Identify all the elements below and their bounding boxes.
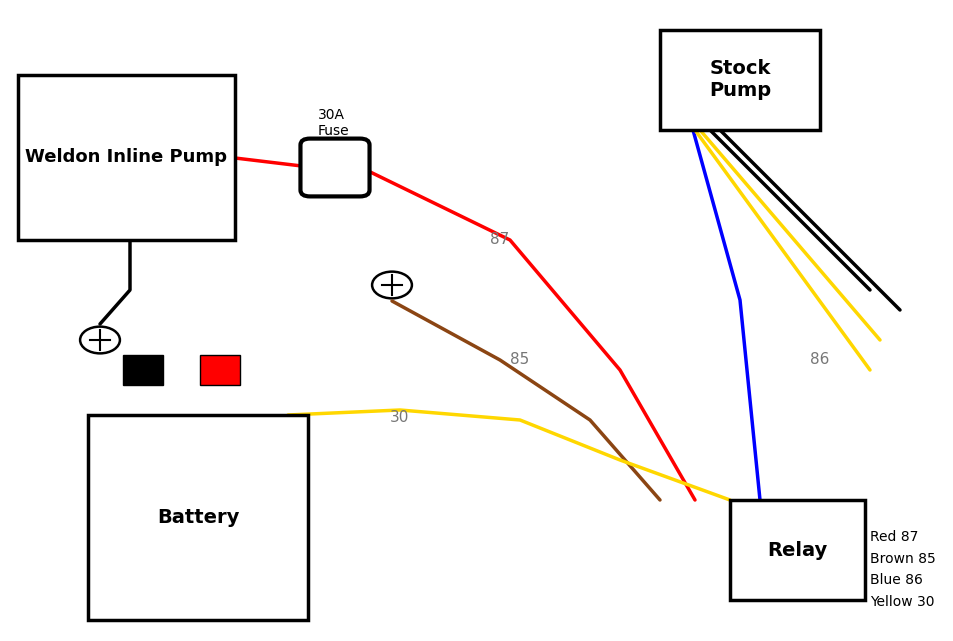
FancyBboxPatch shape xyxy=(200,355,240,385)
FancyBboxPatch shape xyxy=(88,415,308,620)
Text: Stock
Pump: Stock Pump xyxy=(708,60,770,101)
FancyBboxPatch shape xyxy=(300,138,369,196)
Text: 87: 87 xyxy=(490,233,509,247)
FancyBboxPatch shape xyxy=(123,355,163,385)
Text: Battery: Battery xyxy=(156,508,239,527)
FancyBboxPatch shape xyxy=(729,500,864,600)
Text: 30A
Fuse: 30A Fuse xyxy=(317,108,349,138)
Text: Relay: Relay xyxy=(766,540,827,560)
Text: Red 87
Brown 85
Blue 86
Yellow 30: Red 87 Brown 85 Blue 86 Yellow 30 xyxy=(869,530,935,609)
Text: 30: 30 xyxy=(390,410,409,426)
Text: Weldon Inline Pump: Weldon Inline Pump xyxy=(26,149,227,167)
FancyBboxPatch shape xyxy=(18,75,234,240)
FancyBboxPatch shape xyxy=(659,30,820,130)
Text: 85: 85 xyxy=(510,353,529,367)
Text: 86: 86 xyxy=(809,353,828,367)
